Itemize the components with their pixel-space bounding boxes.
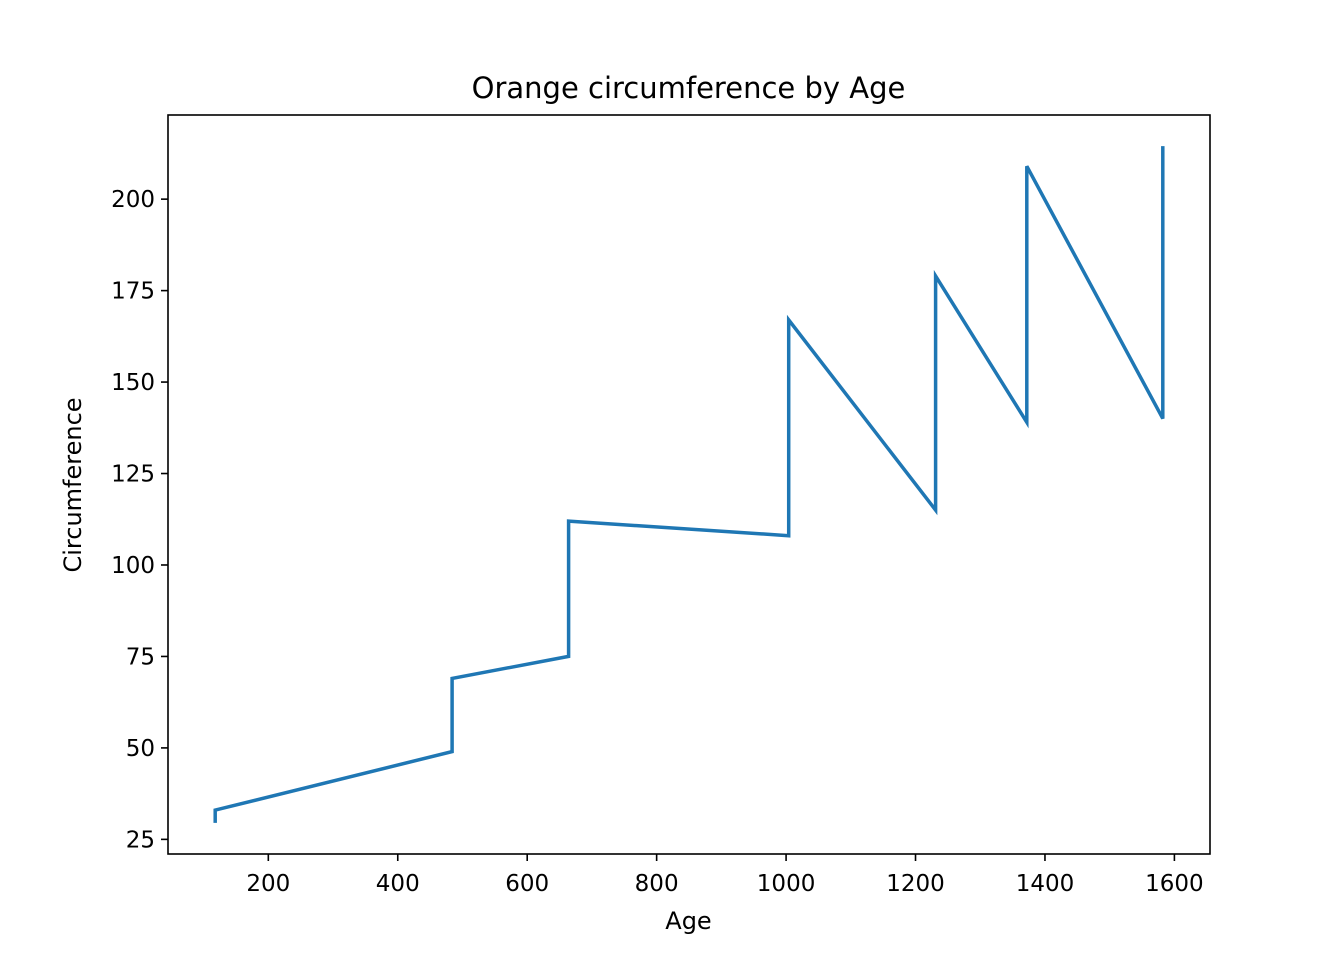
- x-tick-label: 800: [635, 871, 679, 897]
- x-tick-label: 1400: [1016, 871, 1075, 897]
- plot-area: [167, 114, 1211, 855]
- y-tick-label: 125: [111, 462, 155, 488]
- y-tick-label: 175: [111, 279, 155, 305]
- series-layer: [213, 146, 1165, 823]
- x-axis: 200 400 600 800 1000 1200 1400 1600: [246, 854, 1204, 897]
- y-tick-label: 150: [111, 370, 155, 396]
- y-axis: 25 50 75 100 125 150 175 200: [111, 187, 168, 853]
- chart-title: Orange circumference by Age: [472, 71, 906, 105]
- x-tick-label: 600: [505, 871, 549, 897]
- x-tick-label: 200: [246, 871, 290, 897]
- y-tick-label: 100: [111, 553, 155, 579]
- y-tick-label: 200: [111, 187, 155, 213]
- y-axis-label: Circumference: [59, 397, 87, 572]
- series-line: [213, 146, 1165, 823]
- x-tick-label: 1600: [1145, 871, 1204, 897]
- plot-frame: [167, 114, 1211, 855]
- x-tick-label: 1200: [886, 871, 945, 897]
- y-tick-label: 75: [126, 644, 155, 670]
- x-tick-label: 1000: [757, 871, 816, 897]
- x-axis-label: Age: [665, 907, 711, 935]
- x-tick-label: 400: [376, 871, 420, 897]
- y-tick-label: 25: [126, 827, 155, 853]
- y-tick-label: 50: [126, 736, 155, 762]
